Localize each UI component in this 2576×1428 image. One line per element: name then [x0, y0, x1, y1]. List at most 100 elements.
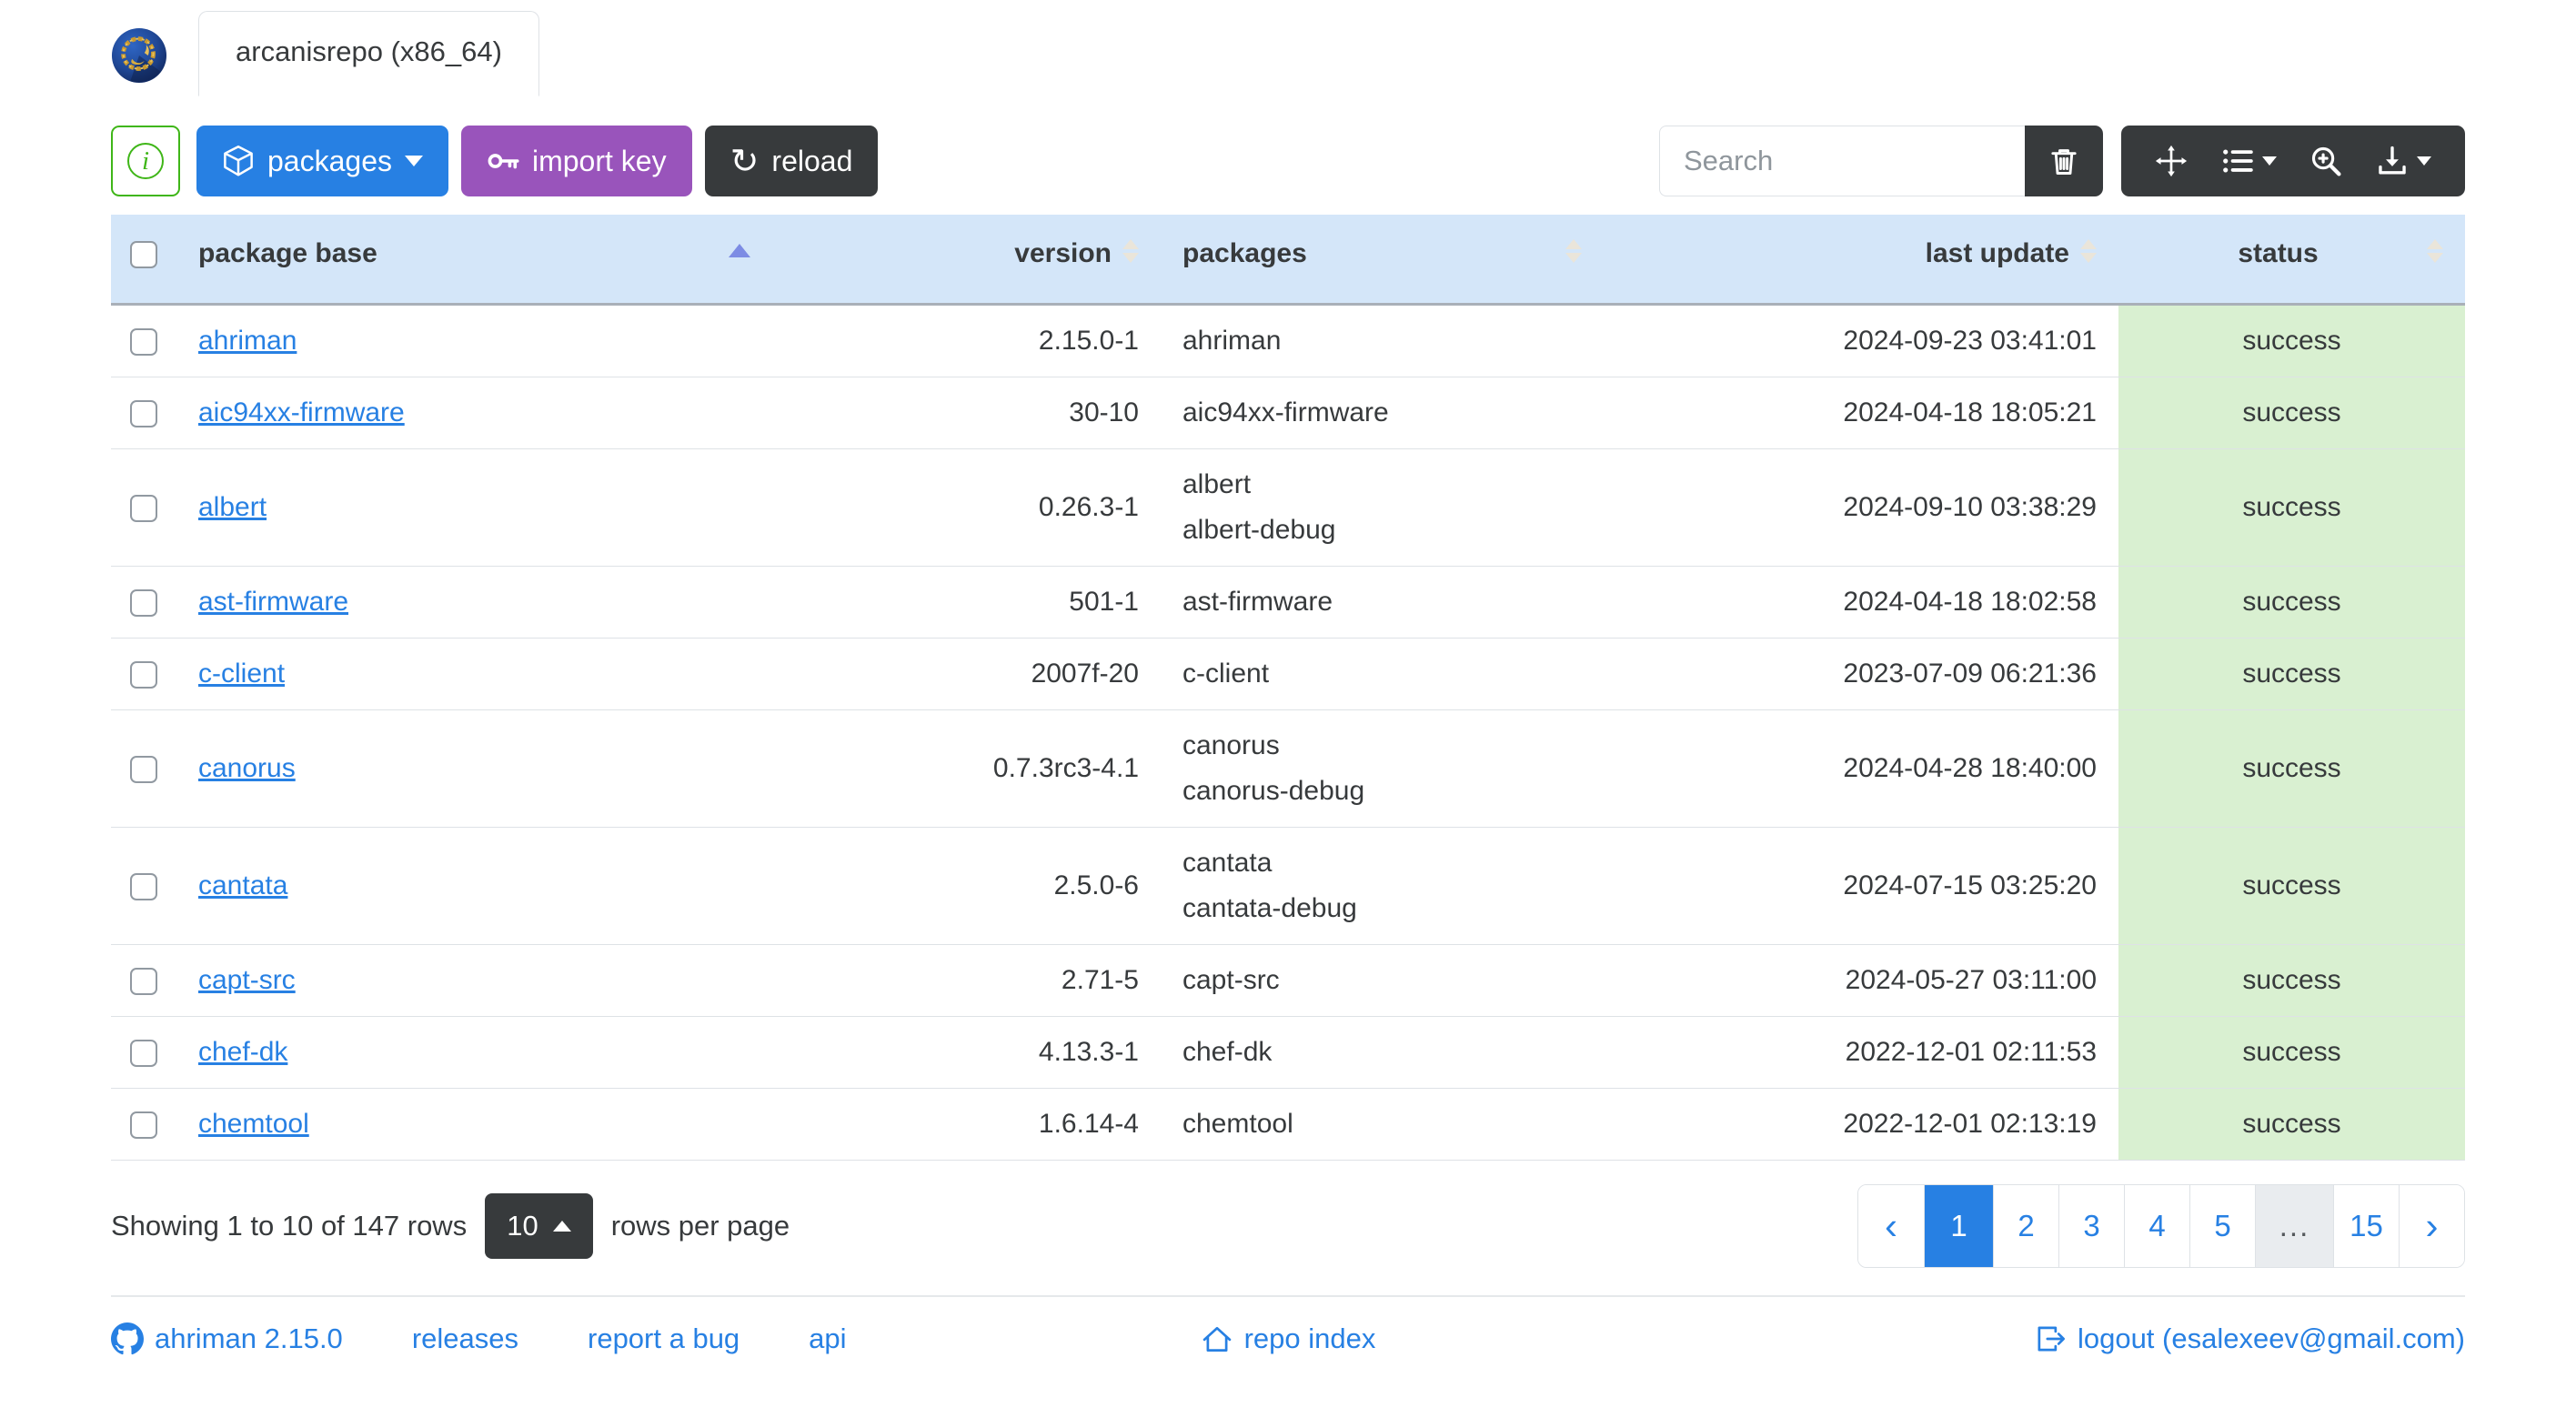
trash-icon — [2051, 149, 2077, 175]
row-checkbox[interactable] — [130, 399, 157, 427]
package-base-link[interactable]: c-client — [198, 658, 286, 689]
row-select-cell — [111, 826, 176, 944]
packages-table: package base version packages — [111, 215, 2465, 1161]
app-logo-icon — [111, 27, 167, 84]
column-header-version[interactable]: version — [772, 215, 1161, 306]
status-cell: success — [2118, 376, 2465, 448]
package-base-cell: ahriman — [176, 303, 772, 377]
package-base-cell: chemtool — [176, 1087, 772, 1161]
report-bug-link[interactable]: report a bug — [588, 1322, 740, 1354]
package-base-cell: capt-src — [176, 943, 772, 1016]
reload-button[interactable]: ↻ reload — [704, 126, 879, 196]
footer-links: ahriman 2.15.0 releases report a bug api… — [111, 1322, 2465, 1355]
page-size-dropdown[interactable]: 10 — [485, 1192, 593, 1259]
row-checkbox[interactable] — [130, 660, 157, 689]
logout-link[interactable]: logout (esalexeev@gmail.com) — [2034, 1322, 2465, 1355]
pagination-ellipsis[interactable]: ... — [2255, 1184, 2333, 1267]
version-cell: 2.15.0-1 — [772, 303, 1161, 377]
version-cell: 1.6.14-4 — [772, 1087, 1161, 1161]
clear-search-button[interactable] — [2025, 126, 2103, 196]
chevron-up-icon — [552, 1220, 571, 1232]
version-cell: 2.71-5 — [772, 943, 1161, 1016]
version-cell: 4.13.3-1 — [772, 1015, 1161, 1088]
package-base-link[interactable]: chemtool — [198, 1108, 309, 1139]
pagination-page-1[interactable]: 1 — [1924, 1184, 1993, 1267]
status-cell: success — [2118, 709, 2465, 827]
status-cell: success — [2118, 826, 2465, 944]
fullscreen-button[interactable] — [2155, 145, 2188, 177]
pagination-page-15[interactable]: 15 — [2333, 1184, 2399, 1267]
api-link[interactable]: api — [809, 1322, 847, 1354]
select-all-header — [111, 215, 176, 306]
row-select-cell — [111, 637, 176, 709]
package-base-link[interactable]: canorus — [198, 752, 296, 783]
chevron-down-icon — [2261, 156, 2277, 166]
version-cell: 0.26.3-1 — [772, 448, 1161, 566]
pagination-prev[interactable]: ‹ — [1858, 1184, 1924, 1267]
package-name: chemtool — [1182, 1108, 1293, 1139]
table-header: package base version packages — [111, 215, 2465, 306]
columns-dropdown-button[interactable] — [2221, 145, 2277, 177]
row-select-cell — [111, 943, 176, 1016]
zoom-button[interactable] — [2309, 145, 2342, 177]
chevron-down-icon — [2417, 156, 2432, 166]
package-base-link[interactable]: ast-firmware — [198, 586, 349, 617]
package-base-link[interactable]: aic94xx-firmware — [198, 397, 405, 427]
table-row: aic94xx-firmware 30-10 aic94xx-firmware … — [111, 376, 2465, 448]
row-checkbox[interactable] — [130, 872, 157, 900]
package-base-cell: canorus — [176, 709, 772, 827]
row-checkbox[interactable] — [130, 588, 157, 617]
package-base-cell: c-client — [176, 637, 772, 709]
import-key-button[interactable]: import key — [460, 126, 692, 196]
footer-left-links: ahriman 2.15.0 releases report a bug api — [111, 1322, 1201, 1355]
row-checkbox[interactable] — [130, 967, 157, 995]
showing-rows-text: Showing 1 to 10 of 147 rows — [111, 1209, 468, 1242]
pagination-page-2[interactable]: 2 — [1993, 1184, 2058, 1267]
packages-dropdown-button[interactable]: packages — [196, 126, 448, 196]
pagination-page-3[interactable]: 3 — [2058, 1184, 2124, 1267]
packages-dropdown-label: packages — [267, 144, 392, 177]
repository-tab[interactable]: arcanisrepo (x86_64) — [198, 11, 539, 96]
column-header-status[interactable]: status — [2118, 215, 2465, 306]
package-base-link[interactable]: capt-src — [198, 964, 296, 995]
pagination: ‹ 1 2 3 4 5... 15 › — [1857, 1183, 2465, 1268]
package-base-link[interactable]: chef-dk — [198, 1036, 288, 1067]
ahriman-version-link[interactable]: ahriman 2.15.0 — [111, 1322, 343, 1355]
row-select-cell — [111, 1087, 176, 1161]
row-checkbox[interactable] — [130, 494, 157, 522]
last-update-cell: 2024-04-18 18:05:21 — [1604, 376, 2118, 448]
column-header-package-base[interactable]: package base — [176, 215, 772, 306]
select-all-checkbox[interactable] — [130, 241, 157, 269]
releases-link[interactable]: releases — [411, 1322, 518, 1354]
arrows-move-icon — [2155, 145, 2187, 177]
package-name: capt-src — [1182, 964, 1280, 995]
pagination-page-5[interactable]: 5 — [2189, 1184, 2255, 1267]
package-base-link[interactable]: ahriman — [198, 325, 297, 356]
table-footer: Showing 1 to 10 of 147 rows 10 rows per … — [111, 1183, 2465, 1268]
package-name: c-client — [1182, 658, 1270, 689]
search-input[interactable] — [1659, 126, 2025, 196]
package-name: canorus — [1182, 729, 1280, 760]
row-select-cell — [111, 303, 176, 377]
package-base-link[interactable]: albert — [198, 491, 267, 522]
package-cube-icon — [224, 146, 253, 176]
row-checkbox[interactable] — [130, 327, 157, 356]
pagination-next[interactable]: › — [2399, 1184, 2464, 1267]
column-header-packages[interactable]: packages — [1161, 215, 1604, 306]
row-checkbox[interactable] — [130, 755, 157, 783]
sort-both-icon — [1122, 239, 1139, 263]
packages-cell: capt-src — [1161, 943, 1604, 1016]
row-checkbox[interactable] — [130, 1111, 157, 1139]
rows-per-page-text: rows per page — [610, 1209, 790, 1242]
table-row: cantata 2.5.0-6 cantata cantata-debug 202… — [111, 826, 2465, 944]
packages-cell: albert albert-debug — [1161, 448, 1604, 566]
package-base-link[interactable]: cantata — [198, 870, 288, 900]
pagination-page-4[interactable]: 4 — [2124, 1184, 2189, 1267]
info-button[interactable]: i — [111, 126, 180, 196]
export-dropdown-button[interactable] — [2376, 145, 2432, 177]
row-checkbox[interactable] — [130, 1039, 157, 1067]
column-header-last-update[interactable]: last update — [1604, 215, 2118, 306]
repo-index-link[interactable]: repo index — [1201, 1322, 1375, 1355]
table-controls-group — [2121, 126, 2465, 196]
package-base-cell: chef-dk — [176, 1015, 772, 1088]
